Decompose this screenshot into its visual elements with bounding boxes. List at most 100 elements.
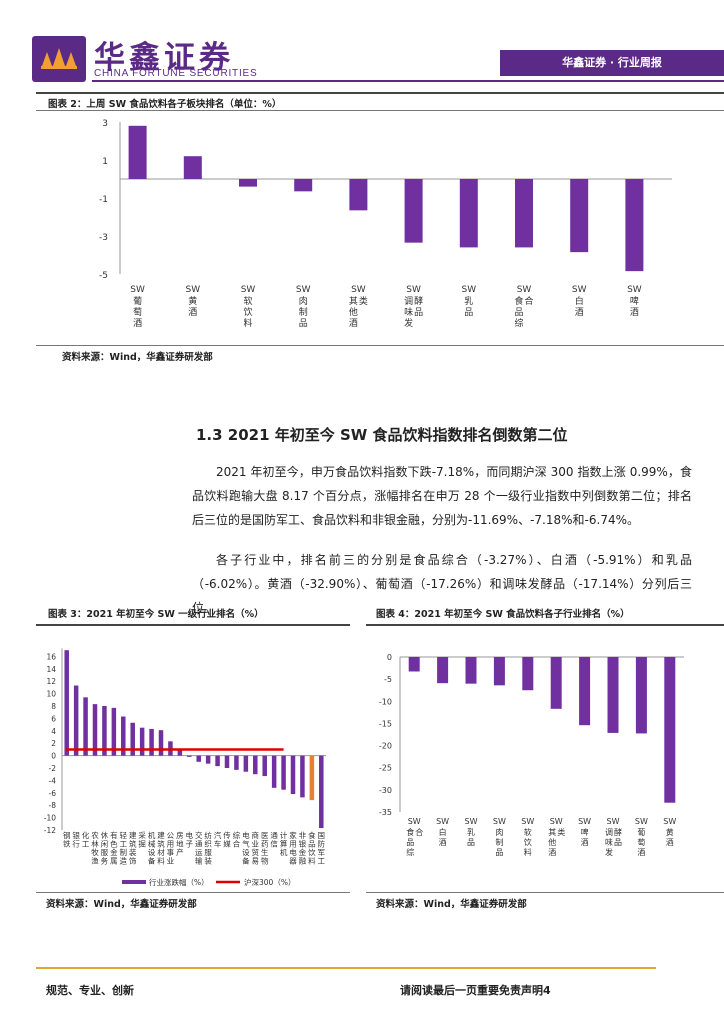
svg-text:家: 家: [289, 830, 297, 840]
figure3-source: 资料来源：Wind，华鑫证券研发部: [46, 899, 197, 910]
svg-text:萄: 萄: [637, 837, 645, 847]
figure3-y-tick-label: 6: [51, 714, 56, 723]
svg-text:SW: SW: [607, 817, 620, 826]
figure3-x-tick-label: 电子: [186, 830, 194, 849]
svg-text:信: 信: [270, 839, 278, 849]
svg-text:黄: 黄: [188, 295, 197, 307]
svg-text:有: 有: [110, 830, 118, 840]
svg-text:织: 织: [204, 839, 212, 849]
svg-text:调: 调: [605, 828, 613, 837]
svg-text:筑: 筑: [129, 839, 137, 849]
svg-text:食: 食: [406, 827, 414, 837]
figure3-bar: [309, 755, 315, 801]
figure2-bar: [625, 179, 644, 272]
svg-text:银: 银: [72, 831, 80, 840]
figure3-bar: [83, 697, 88, 756]
svg-text:饮: 饮: [243, 306, 252, 318]
figure3-top-rule: [36, 624, 350, 626]
svg-text:贸: 贸: [252, 847, 260, 857]
figure3-x-tick-label: 汽车: [214, 830, 222, 849]
svg-text:葡: 葡: [637, 827, 645, 837]
figure2-caption: 图表 2：上周 SW 食品饮料各子板块排名（单位：%）: [48, 99, 282, 110]
svg-text:品: 品: [495, 848, 503, 857]
svg-text:铁: 铁: [63, 839, 71, 849]
figure4-y-tick-label: -10: [379, 697, 392, 706]
figure2-y-tick-label: -3: [99, 233, 108, 243]
figure4-bar: [408, 657, 420, 672]
svg-text:装: 装: [129, 847, 137, 857]
figure3-y-tick-label: -2: [49, 764, 57, 773]
figure3-x-tick-label: 国防军工: [318, 831, 326, 866]
figure3-y-tick-label: 4: [51, 727, 56, 736]
svg-text:设: 设: [242, 847, 250, 857]
svg-text:品: 品: [464, 307, 473, 318]
svg-text:地: 地: [176, 839, 184, 849]
svg-text:饮: 饮: [308, 847, 316, 857]
svg-text:酒: 酒: [548, 848, 556, 857]
svg-text:输: 输: [195, 856, 203, 866]
svg-text:他: 他: [349, 306, 358, 318]
figure3-bar: [111, 707, 117, 756]
svg-text:综: 综: [514, 317, 523, 329]
svg-text:生: 生: [261, 847, 269, 857]
figure3-x-tick-label: 采掘: [138, 830, 146, 849]
svg-text:产: 产: [176, 847, 184, 857]
svg-text:SW: SW: [635, 817, 648, 826]
figure3-x-tick-label: 计算机: [280, 830, 288, 857]
svg-text:业: 业: [167, 856, 175, 866]
svg-text:事: 事: [167, 847, 175, 857]
figure4-bar: [522, 657, 534, 691]
svg-text:料: 料: [524, 847, 532, 857]
svg-text:媒: 媒: [223, 840, 231, 849]
brand-name-en: CHINA FORTUNE SECURITIES: [94, 68, 258, 79]
svg-text:酒: 酒: [439, 838, 447, 847]
svg-text:SW: SW: [408, 817, 421, 826]
figure4-bar: [550, 657, 562, 709]
svg-text:车: 车: [214, 839, 222, 849]
svg-text:合: 合: [233, 839, 241, 849]
svg-text:业: 业: [252, 839, 260, 849]
svg-text:计: 计: [280, 830, 288, 840]
figure3-bar: [290, 755, 296, 795]
svg-text:品: 品: [414, 307, 423, 318]
header-divider: [92, 80, 724, 82]
svg-text:交: 交: [195, 830, 203, 840]
figure2-caption-rule: [36, 110, 724, 111]
figure3-x-tick-label: 房地产: [176, 830, 184, 857]
figure2-bar: [239, 179, 257, 187]
svg-text:软: 软: [243, 295, 252, 307]
svg-text:国: 国: [318, 831, 326, 840]
svg-text:轻: 轻: [120, 830, 128, 840]
svg-text:用: 用: [289, 840, 297, 849]
svg-text:物: 物: [261, 856, 269, 866]
svg-text:备: 备: [242, 856, 250, 866]
svg-text:SW: SW: [185, 285, 200, 295]
svg-text:材: 材: [157, 847, 165, 857]
svg-text:备: 备: [148, 856, 156, 866]
svg-text:SW: SW: [436, 817, 449, 826]
footer-disclaimer: 请阅读最后一页重要免责声明4: [400, 984, 551, 997]
figure3-y-tick-label: 12: [46, 677, 56, 686]
figure3-bar: [271, 755, 277, 788]
svg-text:融: 融: [299, 856, 307, 866]
svg-text:SW: SW: [351, 285, 366, 295]
figure3-bar: [177, 749, 183, 756]
figure4-bar: [493, 657, 505, 686]
svg-text:SW: SW: [461, 285, 476, 295]
svg-text:SW: SW: [241, 285, 256, 295]
figure4-y-tick-label: 0: [387, 653, 392, 662]
section-title: 1.3 2021 年初至今 SW 食品饮料指数排名倒数第二位: [196, 426, 568, 444]
figure4-source: 资料来源：Wind，华鑫证券研发部: [376, 899, 527, 910]
figure4-bar: [465, 657, 477, 684]
